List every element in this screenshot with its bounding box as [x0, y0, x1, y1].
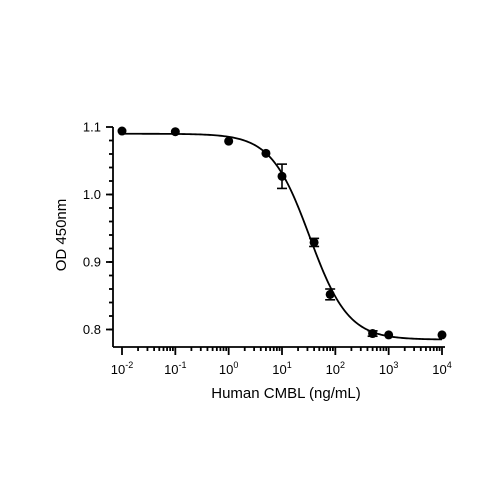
y-tick-label: 0.9: [83, 255, 101, 270]
data-point: [325, 289, 335, 299]
y-axis-title: OD 450nm: [53, 199, 70, 272]
x-tick-label: 101: [272, 360, 291, 377]
data-point: [437, 330, 447, 340]
x-tick-label: 10-1: [164, 360, 186, 377]
data-point: [309, 237, 319, 247]
x-tick-label: 103: [379, 360, 398, 377]
data-points: [117, 126, 447, 340]
y-tick-label: 0.8: [83, 322, 101, 337]
y-tick-label: 1.1: [83, 120, 101, 135]
data-point: [224, 136, 234, 146]
data-point: [170, 127, 180, 137]
data-point: [384, 330, 394, 340]
data-point: [117, 126, 127, 136]
data-point: [277, 171, 287, 181]
data-point: [261, 148, 271, 158]
x-axis-title: Human CMBL (ng/mL): [211, 385, 361, 402]
data-point: [368, 329, 378, 339]
x-tick-label: 104: [432, 360, 451, 377]
axes: [112, 127, 445, 348]
y-tick-label: 1.0: [83, 187, 101, 202]
x-tick-label: 102: [326, 360, 345, 377]
x-tick-label: 100: [219, 360, 238, 377]
error-bars: [277, 163, 378, 338]
x-ticks: 10-2 10-1 100 101 102 103 104: [111, 347, 452, 377]
x-tick-label: 10-2: [111, 360, 133, 377]
y-ticks: 0.8 0.9 1.0 1.1: [83, 120, 113, 337]
